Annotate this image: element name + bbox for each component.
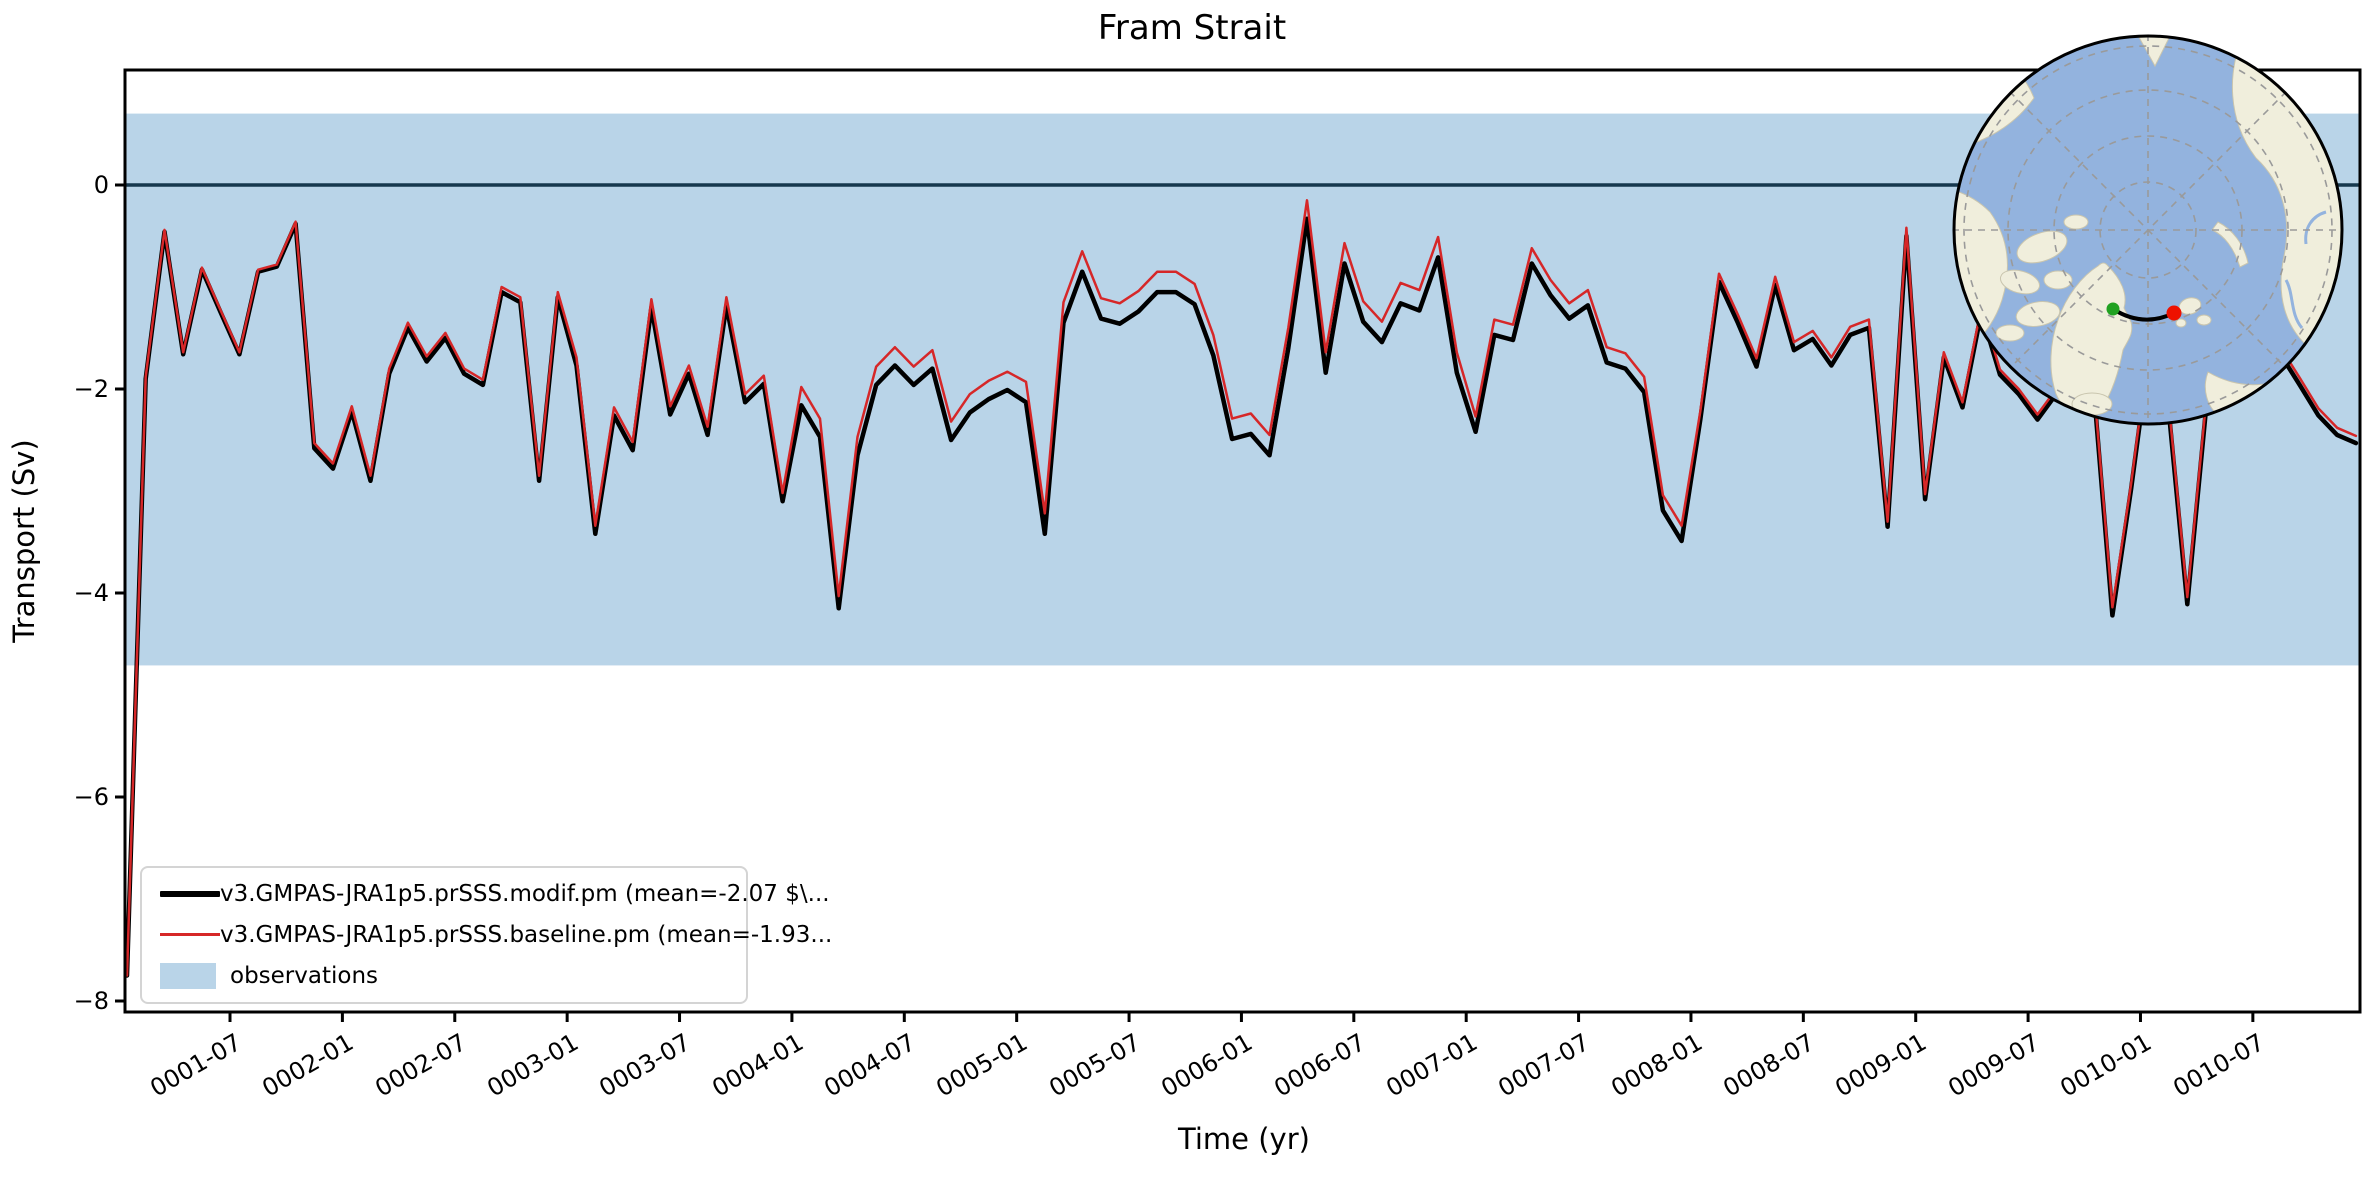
map-rivers: [2276, 210, 2327, 329]
legend-swatch-line-thick: [160, 891, 220, 898]
y-tick-label: −8: [73, 987, 109, 1015]
x-axis-label: Time (yr): [1178, 1122, 1310, 1156]
transect-end-marker: [2166, 305, 2182, 321]
legend-entry-2: observations: [152, 957, 736, 995]
y-tick-label: −6: [73, 783, 109, 811]
map-graticule: [1953, 35, 2343, 425]
map-land: [2175, 318, 2187, 328]
legend-label: v3.GMPAS-JRA1p5.prSSS.baseline.pm (mean=…: [220, 921, 833, 948]
y-tick-label: −4: [73, 579, 109, 607]
tick-marks: [115, 183, 2255, 1022]
map-land: [2063, 214, 2089, 230]
map-land: [2016, 230, 2068, 264]
transect-start-marker: [2106, 302, 2120, 316]
map-land: [2211, 221, 2249, 268]
map-land: [2231, 35, 2343, 358]
legend-entry-1: v3.GMPAS-JRA1p5.prSSS.baseline.pm (mean=…: [152, 916, 832, 954]
legend-label: v3.GMPAS-JRA1p5.prSSS.modif.pm (mean=-2.…: [220, 881, 830, 908]
map-land: [2134, 35, 2171, 68]
map-outline: [1952, 34, 2344, 426]
legend-swatch-line-thin: [160, 933, 220, 937]
map-land: [2015, 301, 2061, 327]
legend-box: v3.GMPAS-JRA1p5.prSSS.modif.pm (mean=-2.…: [140, 866, 832, 1004]
legend-label: observations: [230, 962, 379, 989]
map-land: [2043, 270, 2073, 290]
legend-entry-0: v3.GMPAS-JRA1p5.prSSS.modif.pm (mean=-2.…: [152, 875, 830, 913]
chart-title: Fram Strait: [1097, 8, 1287, 48]
y-tick-label: −2: [73, 375, 109, 403]
map-land: [2196, 314, 2212, 326]
arctic-inset-map: [1952, 34, 2344, 426]
map-land: [1999, 269, 2041, 295]
legend-swatch-patch: [160, 962, 216, 989]
y-tick-label: 0: [93, 171, 109, 199]
